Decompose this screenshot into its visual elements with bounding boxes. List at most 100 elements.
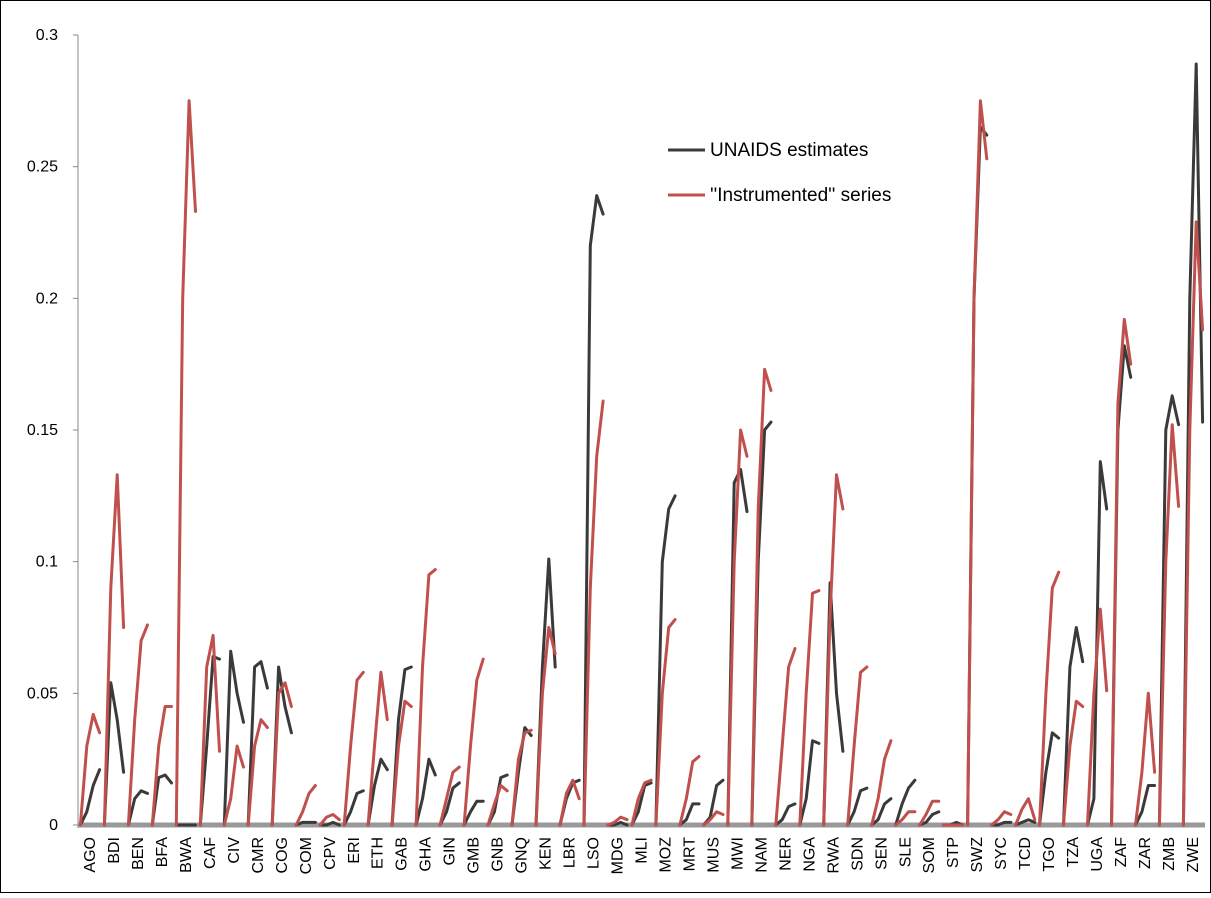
x-tick-label: TGO [1041,837,1058,872]
series-line [894,778,917,827]
series-line [222,649,245,827]
series-line [78,768,102,827]
x-tick-label: LBR [562,837,579,868]
series-line [870,797,893,827]
series-line [918,810,941,827]
series-line [342,789,365,827]
series-line [198,633,221,827]
series-line [390,699,413,827]
x-tick-label: SDN [849,837,866,871]
y-tick-label: 0.2 [36,290,58,307]
series-line [174,99,197,827]
series-line [510,728,533,827]
x-tick-label: GNB [490,837,507,872]
x-tick-label: MRT [681,837,698,872]
x-tick-label: CMR [250,837,267,873]
x-tick-label: NAM [753,837,770,873]
series-line [630,778,653,827]
series-line [318,813,341,827]
series-line [846,665,869,827]
x-tick-label: ERI [346,837,363,864]
x-tick-label: MUS [705,837,722,873]
y-tick-label: 0.25 [27,159,58,176]
series-line [414,757,437,827]
series-line [798,589,821,827]
series-line [1014,818,1037,827]
series-line [654,618,677,827]
series-line [654,494,677,827]
series-line [678,802,701,827]
series-line [1062,626,1085,827]
series-line [774,802,797,827]
y-tick-label: 0.1 [36,554,58,571]
series-line [702,810,725,827]
series-line [438,765,461,827]
legend-label: ''Instrumented'' series [710,185,891,206]
series-line [1038,731,1061,827]
series-line [630,781,653,827]
y-tick-label: 0 [49,817,58,834]
series-line [462,657,485,827]
x-tick-label: KEN [538,837,555,870]
series-line [78,712,102,827]
series-line [846,786,869,827]
series-line [126,623,149,827]
x-tick-label: SOM [921,837,938,873]
x-tick-label: COG [274,837,291,873]
series-line [222,744,245,827]
x-tick-label: UGA [1089,837,1106,872]
series-line [414,568,437,827]
series-line [582,399,605,827]
x-tick-label: ZAF [1113,837,1130,867]
y-tick-label: 0.15 [27,422,58,439]
series-line [342,670,365,827]
series-line [1110,317,1133,827]
series-line [1157,423,1181,827]
series-line [246,660,269,827]
x-tick-label: SYC [993,837,1010,870]
y-tick-label: 0.05 [27,685,58,702]
x-tick-label: MOZ [657,837,674,873]
series-line [606,815,629,827]
series-line [1038,570,1061,827]
x-tick-label: GHA [418,837,435,872]
series-line [678,755,701,827]
series-line [1086,460,1109,827]
series-line [726,428,749,827]
series-line [246,718,269,827]
x-tick-label: GMB [466,837,483,873]
y-tick-label: 0.3 [36,27,58,44]
x-tick-label: TCD [1017,837,1034,870]
series-line [462,799,485,827]
series-line [294,820,317,827]
series-line [1181,220,1205,827]
series-line [1134,784,1157,827]
series-line [966,99,989,827]
series-line [1157,394,1181,827]
x-tick-label: MDG [610,837,627,874]
x-tick-label: AGO [82,837,99,873]
x-tick-label: ZAR [1137,837,1154,869]
series-line [294,784,317,827]
x-tick-label: LSO [586,837,603,869]
x-tick-label: CPV [322,837,339,870]
series-line [366,757,389,827]
series-line [198,655,221,827]
series-line [102,473,126,827]
series-line [126,789,149,827]
series-line [486,784,509,827]
x-tick-label: SWZ [969,837,986,873]
series-line [1086,607,1109,827]
x-tick-label: SLE [897,837,914,867]
series-line [150,705,173,827]
x-tick-label: RWA [825,837,842,874]
series-line [798,739,821,827]
x-tick-label: ETH [370,837,387,869]
series-line [366,670,389,827]
series-line [822,473,845,827]
legend-label: UNAIDS estimates [710,140,868,161]
series-line [270,681,293,827]
x-tick-label: TZA [1065,837,1082,868]
series-line [582,194,605,827]
